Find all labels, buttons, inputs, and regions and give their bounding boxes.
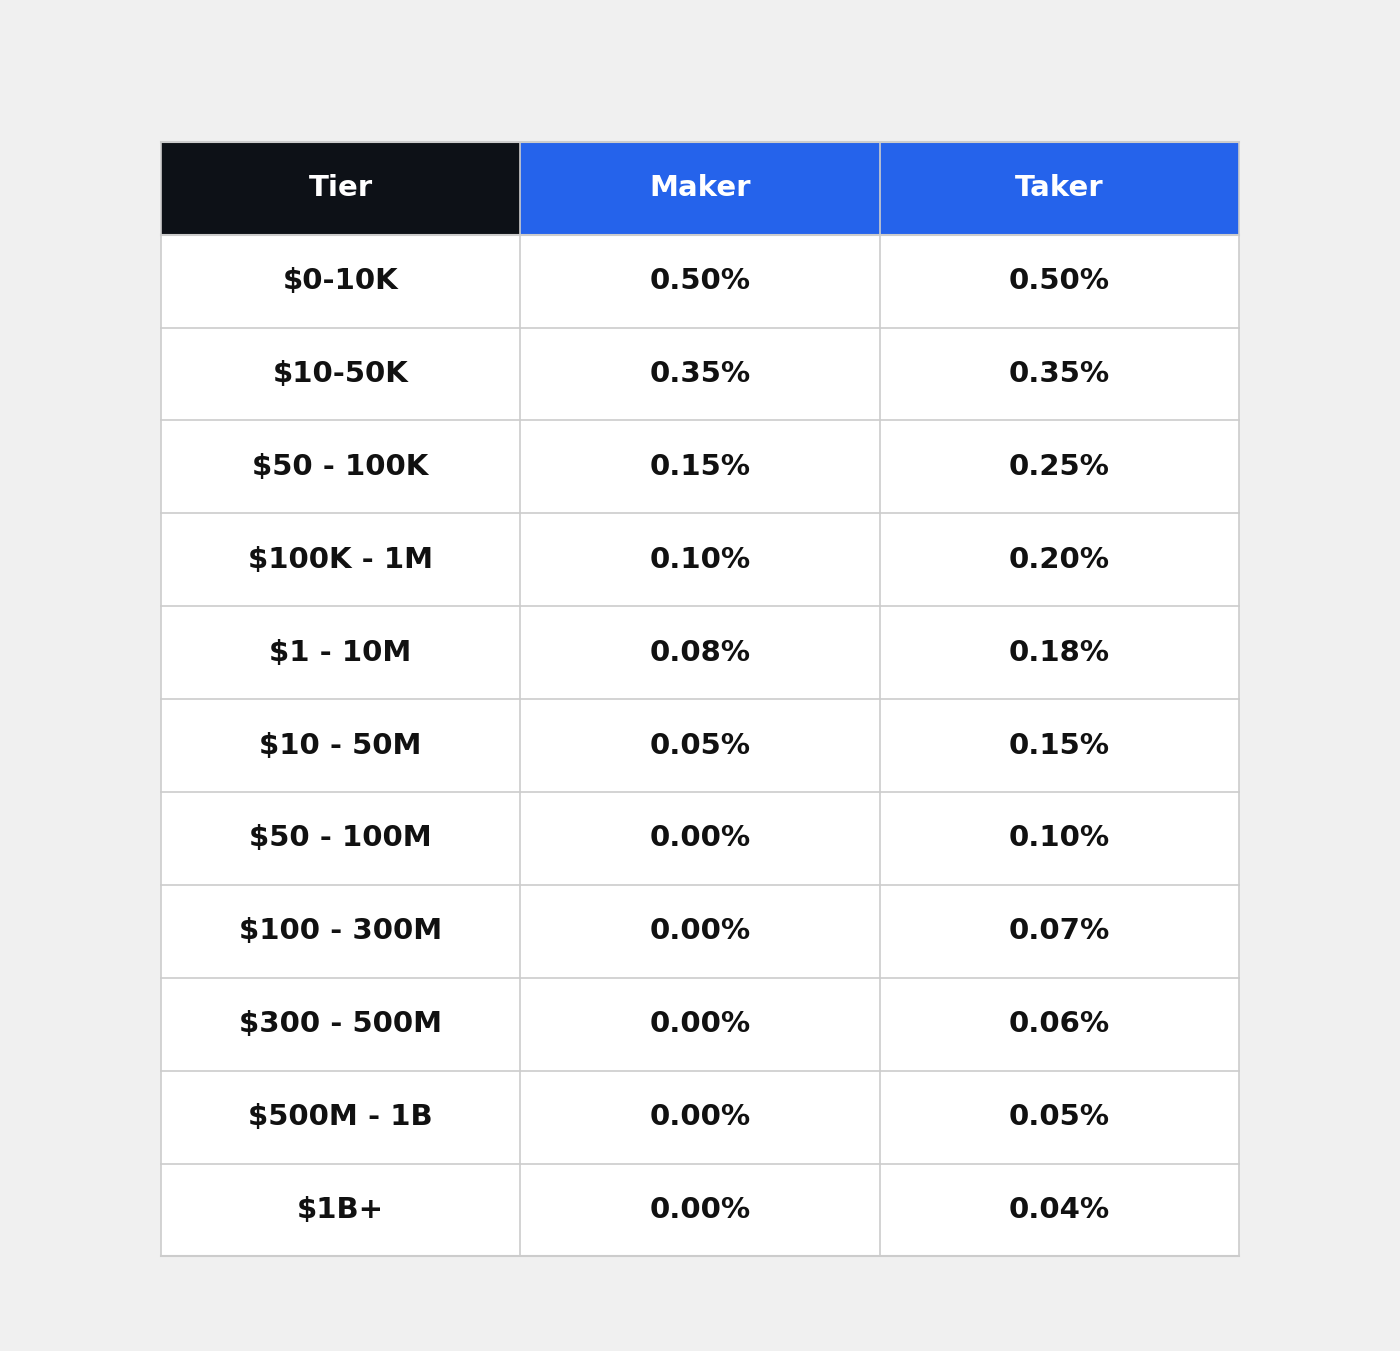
Text: $100 - 300M: $100 - 300M <box>239 917 442 946</box>
Bar <box>519 1163 881 1256</box>
Text: 0.00%: 0.00% <box>650 824 750 852</box>
Bar <box>519 420 881 513</box>
Bar <box>881 513 1239 607</box>
Bar <box>519 1070 881 1163</box>
Bar <box>519 142 881 235</box>
Bar <box>519 978 881 1070</box>
Text: $1B+: $1B+ <box>297 1196 384 1224</box>
Text: 0.00%: 0.00% <box>650 1196 750 1224</box>
Bar <box>161 513 519 607</box>
Text: $100K - 1M: $100K - 1M <box>248 546 433 574</box>
Text: $500M - 1B: $500M - 1B <box>248 1104 433 1131</box>
Bar <box>519 235 881 328</box>
Text: 0.50%: 0.50% <box>650 267 750 295</box>
Text: $0-10K: $0-10K <box>283 267 398 295</box>
Bar <box>881 327 1239 420</box>
Bar <box>161 1070 519 1163</box>
Bar <box>519 513 881 607</box>
Bar <box>161 235 519 328</box>
Text: 0.15%: 0.15% <box>1009 732 1110 759</box>
Bar <box>161 607 519 700</box>
Bar <box>881 420 1239 513</box>
Bar <box>161 978 519 1070</box>
Bar <box>161 327 519 420</box>
Bar <box>519 607 881 700</box>
Text: $1 - 10M: $1 - 10M <box>269 639 412 666</box>
Text: 0.25%: 0.25% <box>1009 453 1110 481</box>
Text: $50 - 100M: $50 - 100M <box>249 824 431 852</box>
Bar <box>881 235 1239 328</box>
Bar <box>519 885 881 978</box>
Text: 0.10%: 0.10% <box>1009 824 1110 852</box>
Text: 0.20%: 0.20% <box>1009 546 1110 574</box>
Bar <box>161 1163 519 1256</box>
Text: 0.05%: 0.05% <box>1009 1104 1110 1131</box>
Bar <box>161 420 519 513</box>
Bar <box>161 885 519 978</box>
Bar <box>881 885 1239 978</box>
Bar <box>519 792 881 885</box>
Bar <box>161 142 519 235</box>
Text: $50 - 100K: $50 - 100K <box>252 453 428 481</box>
Bar <box>881 792 1239 885</box>
Text: 0.04%: 0.04% <box>1009 1196 1110 1224</box>
Text: 0.00%: 0.00% <box>650 1011 750 1038</box>
Text: $10 - 50M: $10 - 50M <box>259 732 421 759</box>
Text: 0.06%: 0.06% <box>1009 1011 1110 1038</box>
Bar <box>519 700 881 792</box>
Bar <box>881 978 1239 1070</box>
Bar <box>161 792 519 885</box>
Text: 0.15%: 0.15% <box>650 453 750 481</box>
Bar <box>881 700 1239 792</box>
Text: 0.00%: 0.00% <box>650 1104 750 1131</box>
Text: 0.08%: 0.08% <box>650 639 750 666</box>
Text: 0.00%: 0.00% <box>650 917 750 946</box>
Text: 0.18%: 0.18% <box>1009 639 1110 666</box>
Text: 0.50%: 0.50% <box>1009 267 1110 295</box>
Text: Taker: Taker <box>1015 174 1103 203</box>
Text: 0.35%: 0.35% <box>650 361 750 388</box>
Text: 0.05%: 0.05% <box>650 732 750 759</box>
Bar <box>881 1163 1239 1256</box>
Text: 0.07%: 0.07% <box>1009 917 1110 946</box>
Text: Maker: Maker <box>650 174 750 203</box>
Bar <box>881 1070 1239 1163</box>
Bar <box>161 700 519 792</box>
Text: 0.10%: 0.10% <box>650 546 750 574</box>
Bar <box>881 607 1239 700</box>
Text: Tier: Tier <box>308 174 372 203</box>
Bar <box>881 142 1239 235</box>
Text: $10-50K: $10-50K <box>273 361 409 388</box>
Text: 0.35%: 0.35% <box>1009 361 1110 388</box>
Bar <box>519 327 881 420</box>
Text: $300 - 500M: $300 - 500M <box>239 1011 442 1038</box>
